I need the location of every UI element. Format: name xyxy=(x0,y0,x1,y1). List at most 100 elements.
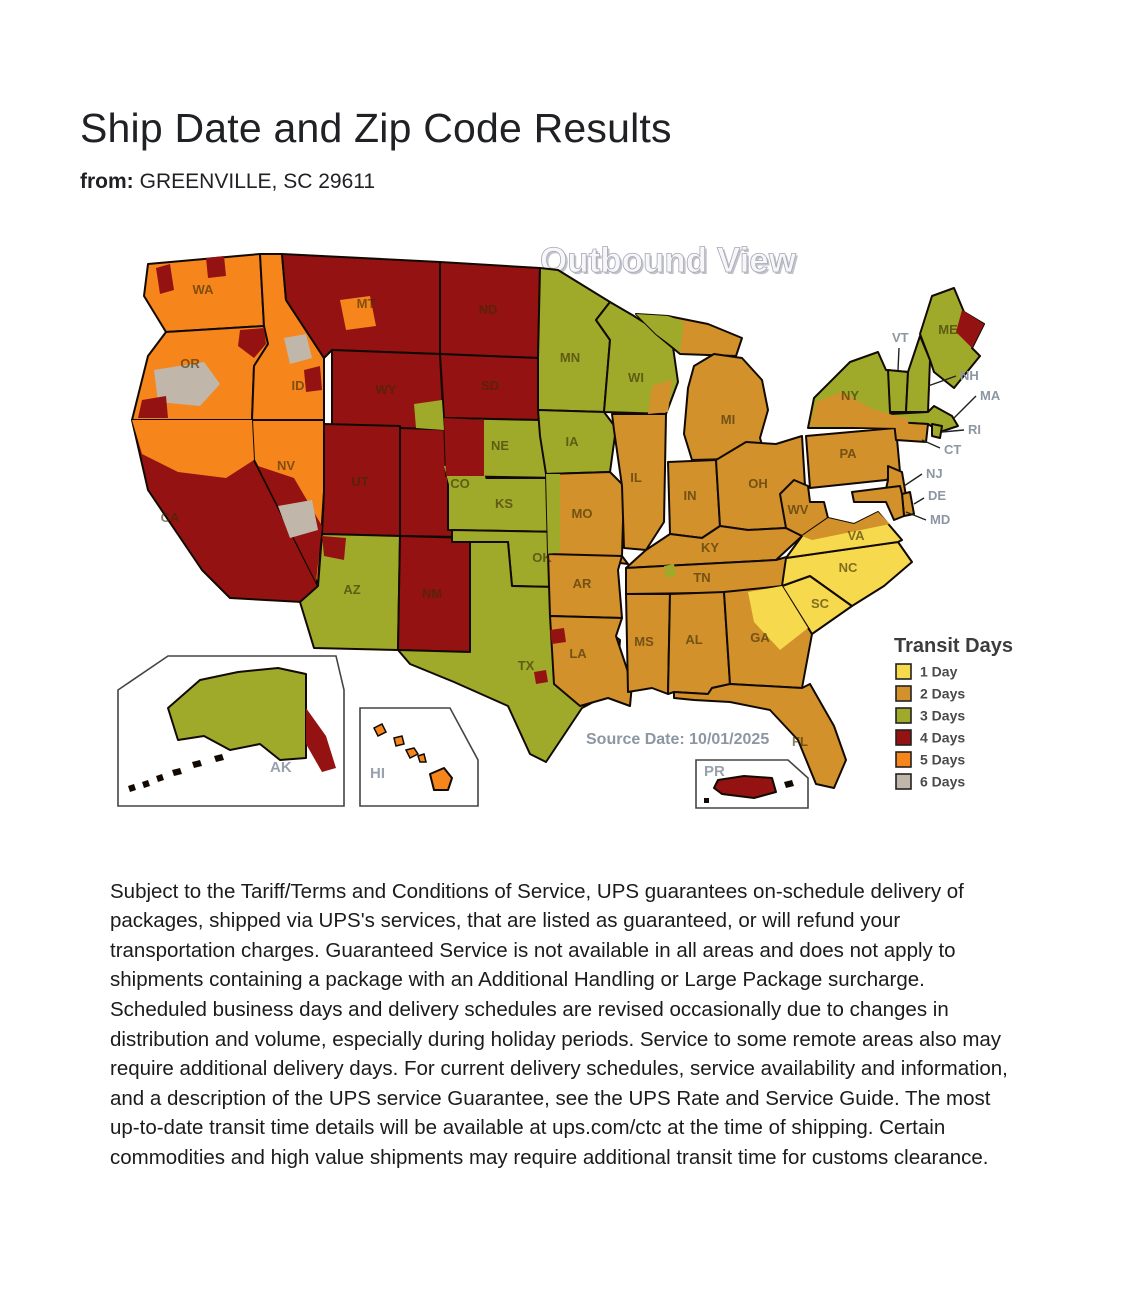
state-mn xyxy=(537,267,611,413)
state-label-ga: GA xyxy=(750,630,770,645)
state-label-wy: WY xyxy=(376,382,397,397)
origin-line: from: GREENVILLE, SC 29611 xyxy=(80,170,375,194)
state-label-pa: PA xyxy=(839,446,857,461)
inset-label-ak: AK xyxy=(270,759,292,776)
state-label-ks: KS xyxy=(495,496,513,511)
state-ri xyxy=(931,423,943,439)
callout-line-vt xyxy=(897,347,900,371)
hi-island-1 xyxy=(393,735,405,747)
callout-label-ct: CT xyxy=(944,442,961,457)
ak-islet-0 xyxy=(128,784,136,792)
state-hi xyxy=(429,767,453,791)
callout-line-nh xyxy=(927,375,957,387)
zip-patch-tn-c xyxy=(664,564,676,578)
inset-box-ak xyxy=(117,655,345,807)
state-label-al: AL xyxy=(685,632,702,647)
legend-swatch-2-day xyxy=(895,685,912,702)
callout-label-vt: VT xyxy=(892,330,909,345)
zip-patch-id-c xyxy=(284,334,312,364)
state-label-mo: MO xyxy=(572,506,593,521)
callout-label-nj: NJ xyxy=(926,466,943,481)
legend-swatch-6-day xyxy=(895,773,912,790)
map-title: Outbound View xyxy=(540,241,797,280)
legend-label-4-day: 4 Days xyxy=(920,730,965,746)
source-date: Source Date: 10/01/2025 xyxy=(586,731,769,748)
state-pr xyxy=(713,775,777,799)
state-label-sc: SC xyxy=(811,596,830,611)
hi-island-0 xyxy=(372,722,388,738)
callout-line-nj xyxy=(903,473,923,487)
from-value: GREENVILLE, SC 29611 xyxy=(139,170,376,193)
state-fl xyxy=(673,683,847,789)
state-la xyxy=(549,615,633,707)
ak-islet-5 xyxy=(214,754,224,762)
legend-label-2-day: 2 Days xyxy=(920,686,965,702)
state-label-va: VA xyxy=(847,528,865,543)
state-ky xyxy=(625,525,803,569)
state-label-id: ID xyxy=(292,378,305,393)
legend-swatch-4-day xyxy=(895,729,912,746)
callout-label-nh: NH xyxy=(960,368,979,383)
state-mi xyxy=(683,353,769,461)
state-label-sd: SD xyxy=(481,378,499,393)
state-il xyxy=(611,413,667,551)
zip-patch-wi-se xyxy=(648,380,672,414)
legend-swatch-5-day xyxy=(895,751,912,768)
ak-islet-1 xyxy=(142,780,150,788)
state-label-ia: IA xyxy=(566,434,580,449)
callout-line-de xyxy=(913,497,925,505)
zip-patch-or-c xyxy=(154,362,220,406)
state-label-ky: KY xyxy=(701,540,719,555)
callout-label-ma: MA xyxy=(980,388,1001,403)
state-label-nc: NC xyxy=(839,560,858,575)
state-label-oh: OH xyxy=(748,476,768,491)
service-disclaimer: Subject to the Tariff/Terms and Conditio… xyxy=(110,879,1008,1169)
map-title-shadow: Outbound View xyxy=(542,243,799,282)
state-label-fl: FL xyxy=(792,734,808,749)
ak-islet-4 xyxy=(192,760,202,768)
ak-islet-2 xyxy=(156,774,164,782)
zip-patch-ca-n xyxy=(132,420,254,478)
zip-patch-va-n xyxy=(802,512,890,540)
state-nc xyxy=(781,541,913,607)
zip-patch-ga-n xyxy=(748,586,808,650)
from-label: from: xyxy=(80,170,134,193)
legend-label-1-day: 1 Day xyxy=(920,664,958,680)
zip-patch-id-e xyxy=(304,366,322,392)
zip-patch-ny-s xyxy=(810,392,909,434)
state-ak xyxy=(167,667,307,761)
state-label-la: LA xyxy=(569,646,587,661)
zip-patch-ak-se xyxy=(306,708,336,772)
state-label-mt: MT xyxy=(357,296,376,311)
state-label-mn: MN xyxy=(560,350,580,365)
state-label-ar: AR xyxy=(573,576,592,591)
ak-islet-3 xyxy=(172,768,182,776)
legend-swatch-1-day xyxy=(895,663,912,680)
pr-islet-1 xyxy=(784,780,794,788)
inset-label-hi: HI xyxy=(370,765,385,782)
state-label-ny: NY xyxy=(841,388,859,403)
state-label-nd: ND xyxy=(479,302,498,317)
callout-label-de: DE xyxy=(928,488,946,503)
state-label-ms: MS xyxy=(634,634,654,649)
callout-label-ri: RI xyxy=(968,422,981,437)
state-label-il: IL xyxy=(630,470,642,485)
zip-patch-nv-s xyxy=(278,500,318,538)
state-label-wa: WA xyxy=(193,282,215,297)
callout-label-md: MD xyxy=(930,512,950,527)
callout-line-ct xyxy=(921,439,941,449)
state-label-co: CO xyxy=(450,476,470,491)
zip-patch-tx-1 xyxy=(550,628,566,644)
callout-line-ri xyxy=(941,429,965,433)
state-label-tx: TX xyxy=(518,658,535,673)
zip-patch-or-sw xyxy=(138,396,168,418)
inset-box-pr xyxy=(695,759,809,809)
state-label-wv: WV xyxy=(788,502,809,517)
hi-island-3 xyxy=(417,753,427,763)
state-label-az: AZ xyxy=(343,582,360,597)
zip-patch-mt-w xyxy=(340,296,376,330)
inset-box-hi xyxy=(359,707,479,807)
legend-swatch-3-day xyxy=(895,707,912,724)
zip-patch-wa-n xyxy=(206,256,226,278)
